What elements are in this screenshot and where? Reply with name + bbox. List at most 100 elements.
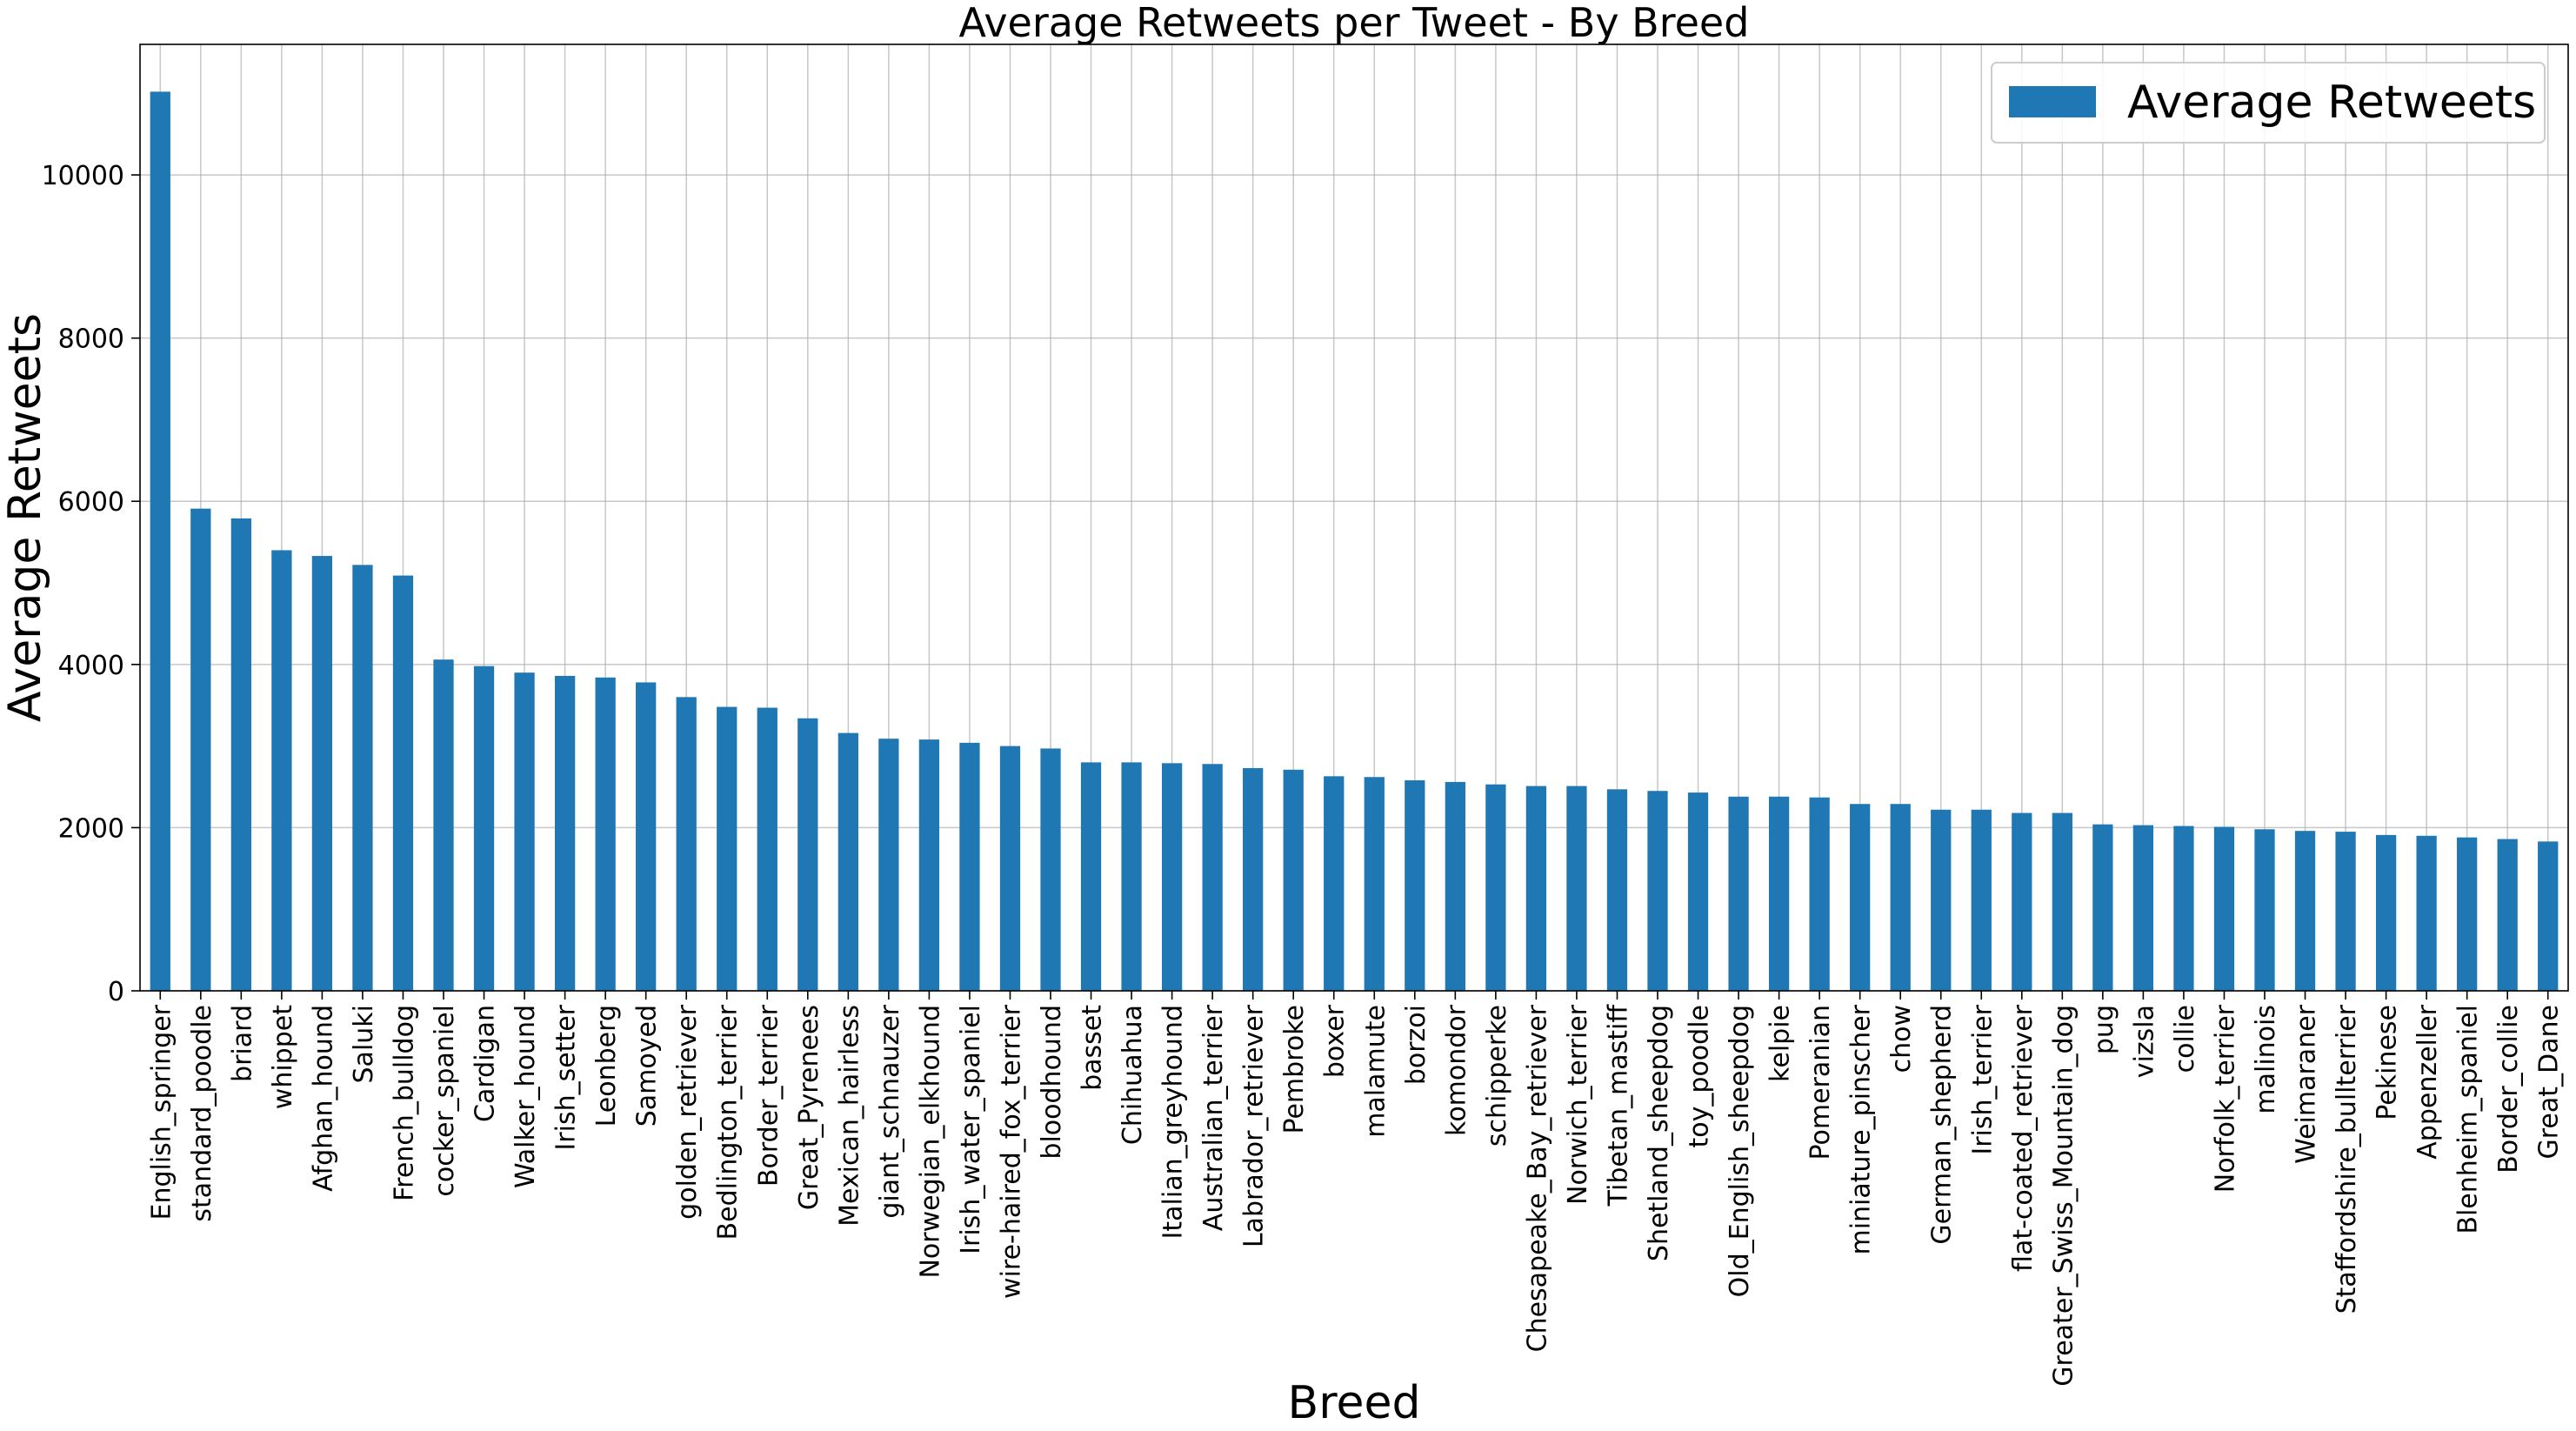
y-axis-label: Average Retweets <box>0 313 51 722</box>
x-tick-label: Border_terrier <box>753 1004 784 1187</box>
x-tick-label: Leonberg <box>591 1005 622 1127</box>
x-tick-label: Pekinese <box>2372 1005 2403 1120</box>
bar <box>797 718 818 991</box>
bar <box>2052 812 2072 991</box>
x-tick-label: basset <box>1078 1005 1108 1091</box>
x-tick-label: malamute <box>1360 1005 1391 1138</box>
x-tick-label: Great_Dane <box>2534 1005 2565 1159</box>
x-tick-label: kelpie <box>1765 1005 1796 1082</box>
x-axis-label: Breed <box>1288 1377 1421 1429</box>
bar <box>1405 780 1425 991</box>
bar <box>190 508 211 991</box>
y-gridlines <box>140 174 2568 992</box>
x-tick-label: Tibetan_mastiff <box>1603 1004 1633 1207</box>
x-tick-label: Pembroke <box>1279 1005 1310 1134</box>
x-tick-label: collie <box>2170 1005 2200 1073</box>
bar <box>2012 812 2032 991</box>
bar <box>1768 796 1790 991</box>
bar <box>1445 781 1465 991</box>
bar <box>1080 762 1102 991</box>
bar <box>1243 767 1264 991</box>
legend: Average Retweets <box>1991 62 2546 144</box>
x-tick-label: Norfolk_terrier <box>2210 1004 2240 1193</box>
x-tick-label: Norwich_terrier <box>1563 1004 1593 1205</box>
x-tick-label: boxer <box>1320 1004 1351 1078</box>
x-tick-label: flat-coated_retriever <box>2008 1004 2039 1272</box>
chart-title: Average Retweets per Tweet - By Breed <box>959 0 1750 46</box>
x-tick-label: Italian_greyhound <box>1158 1005 1189 1239</box>
x-tick-label: Chihuahua <box>1118 1005 1148 1145</box>
x-tick-label: Norwegian_elkhound <box>915 1005 945 1279</box>
legend-box <box>1991 62 2546 144</box>
x-tick-label: Old_English_sheepdog <box>1725 1005 1755 1297</box>
bar <box>1606 789 1628 991</box>
legend-swatch <box>2009 86 2096 117</box>
x-tick-label: chow <box>1886 1005 1917 1073</box>
bar <box>959 742 980 991</box>
x-tick-label: Weimaraner <box>2292 1004 2322 1163</box>
bar <box>1283 769 1304 991</box>
bar <box>838 732 858 991</box>
y-tick-label: 8000 <box>58 324 124 355</box>
bar <box>636 682 657 991</box>
x-tick-label: Afghan_hound <box>308 1005 338 1192</box>
bar <box>1485 784 1506 991</box>
bar <box>918 739 940 991</box>
bar <box>2335 832 2356 991</box>
x-tick-label: Samoyed <box>632 1005 663 1127</box>
x-tick-label: komondor <box>1441 1004 1472 1136</box>
x-tick-label: Irish_water_spaniel <box>956 1005 986 1254</box>
y-tick-label: 4000 <box>58 651 124 681</box>
x-tick-label: vizsla <box>2129 1005 2159 1078</box>
bar <box>150 91 170 991</box>
bar <box>2375 834 2397 991</box>
x-tick-label: Border_collie <box>2493 1005 2524 1174</box>
x-tick-label: Mexican_hairless <box>834 1005 864 1227</box>
bar <box>2213 826 2235 991</box>
bar <box>2497 839 2518 991</box>
x-tick-label: briard <box>227 1005 257 1082</box>
x-tick-label: whippet <box>268 1005 298 1109</box>
x-tick-label: Great_Pyrenees <box>794 1005 824 1210</box>
bar <box>1202 764 1223 991</box>
bar <box>1040 748 1061 991</box>
x-tick-label: German_shepherd <box>1927 1005 1958 1245</box>
bar <box>999 746 1021 991</box>
bar <box>2092 824 2113 991</box>
bar <box>757 707 777 991</box>
x-tick-label: pug <box>2089 1005 2119 1054</box>
bar <box>1850 804 1871 991</box>
bar <box>2457 837 2478 991</box>
y-tick-label: 0 <box>108 977 124 1007</box>
x-tick-label: toy_poodle <box>1685 1005 1715 1147</box>
y-tick-label: 10000 <box>42 161 124 191</box>
bar <box>2173 826 2194 991</box>
x-tick-label: Blenheim_spaniel <box>2453 1005 2484 1234</box>
bar-series <box>150 91 2559 991</box>
x-tick-label: Appenzeller <box>2412 1004 2443 1159</box>
bar <box>514 672 535 991</box>
bar <box>392 575 414 991</box>
bar <box>1687 792 1709 991</box>
bar <box>352 565 373 991</box>
x-tick-label: Staffordshire_bullterrier <box>2332 1004 2362 1314</box>
bar <box>2538 841 2559 991</box>
x-tick-label: standard_poodle <box>187 1005 217 1222</box>
x-tick-label: French_bulldog <box>389 1005 419 1201</box>
bar <box>2294 831 2316 991</box>
bar <box>2416 835 2437 991</box>
x-tick-label: miniature_pinscher <box>1846 1004 1877 1254</box>
x-tick-label: schipperke <box>1482 1005 1512 1147</box>
bar <box>1525 786 1547 991</box>
bar <box>1890 804 1911 991</box>
x-tick-label: Labrador_retriever <box>1239 1004 1270 1247</box>
x-tick-label: malinois <box>2251 1005 2281 1114</box>
bar <box>878 739 899 991</box>
x-tick-label: Irish_setter <box>551 1004 582 1150</box>
x-tick-label: golden_retriever <box>672 1004 703 1219</box>
bar <box>271 550 292 991</box>
bar <box>595 677 616 991</box>
x-tick-label: wire-haired_fox_terrier <box>996 1004 1026 1299</box>
x-tick-label: Pomeranian <box>1805 1005 1836 1160</box>
